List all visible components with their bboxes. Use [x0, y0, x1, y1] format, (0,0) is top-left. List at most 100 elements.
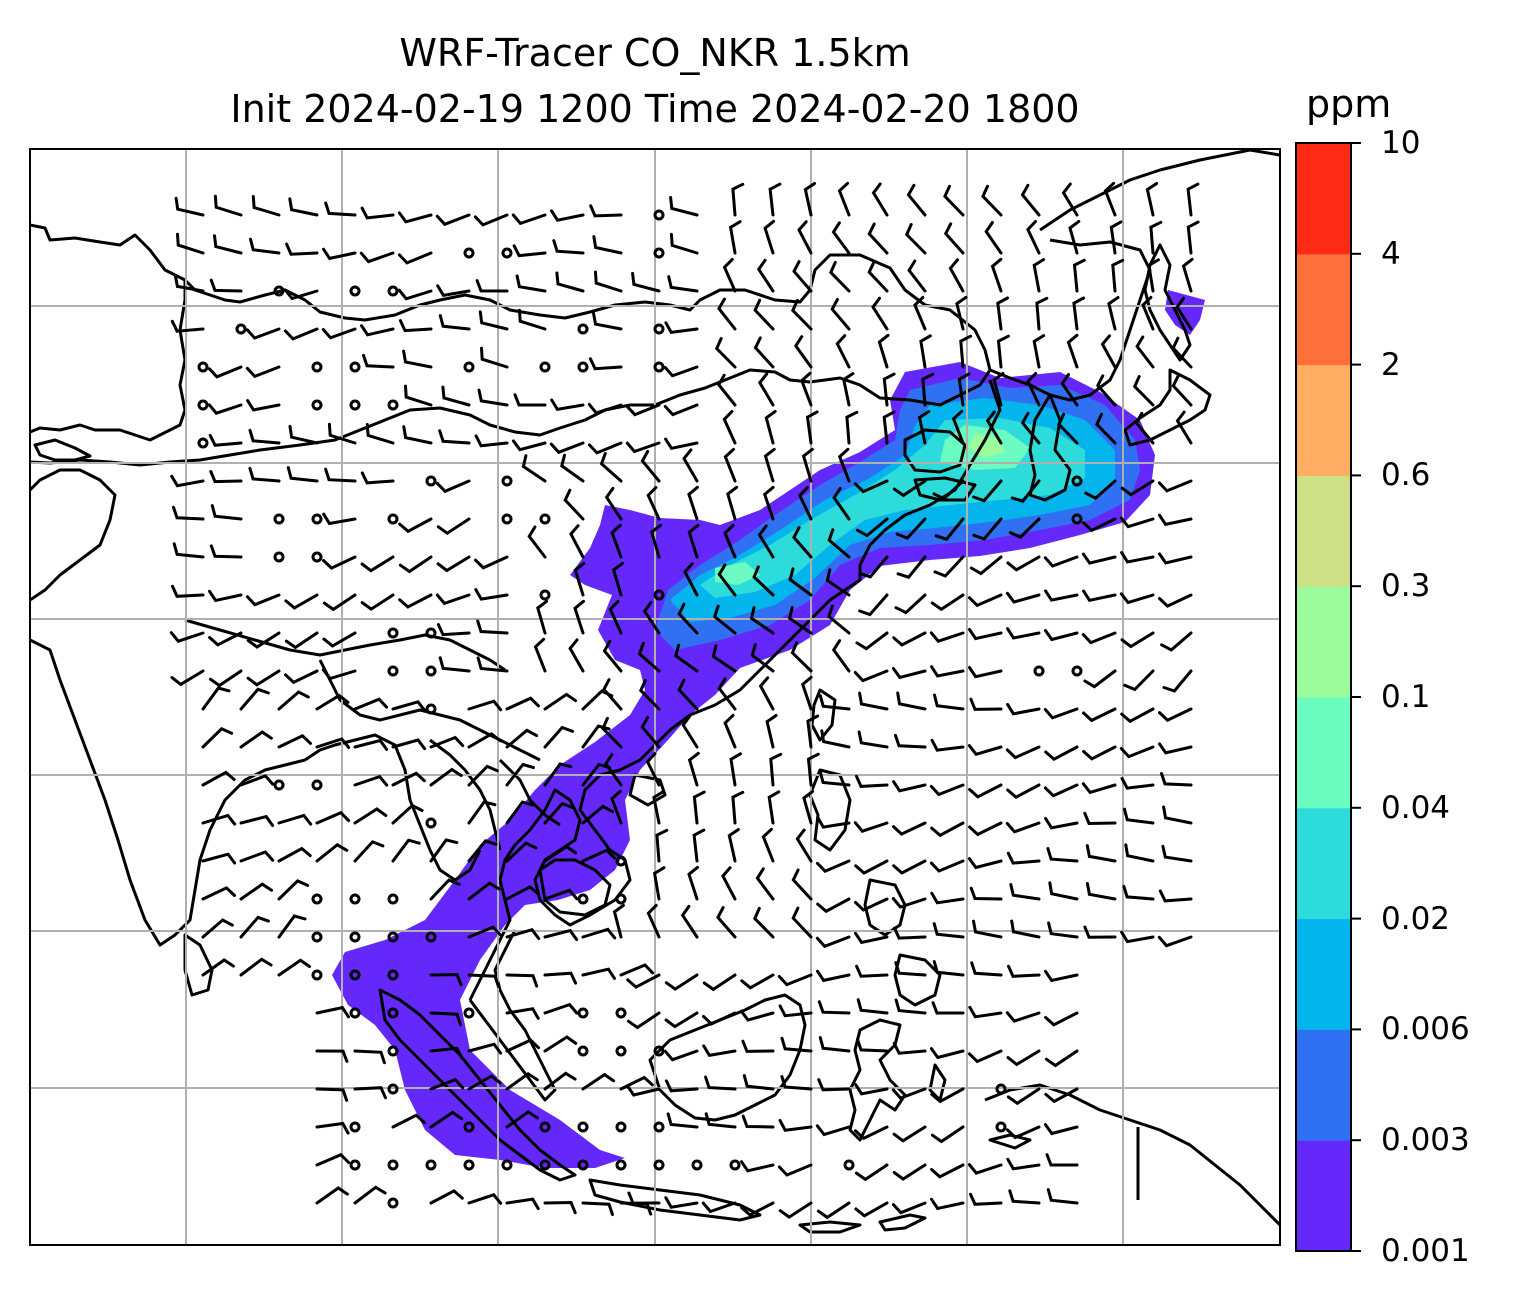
wind-barb — [209, 470, 243, 484]
wind-barb — [913, 295, 927, 331]
wind-calm-marker — [197, 361, 209, 373]
wind-barb — [723, 523, 737, 559]
wind-barb — [171, 584, 205, 598]
wind-barb — [285, 242, 319, 256]
wind-barb — [740, 973, 775, 990]
wind-barb — [353, 840, 385, 863]
wind-barb — [626, 1011, 661, 1030]
wind-barb — [969, 1192, 1003, 1206]
wind-barb — [753, 906, 775, 939]
wind-barb — [549, 441, 585, 455]
wind-barb — [896, 555, 927, 579]
wind-barb — [1124, 843, 1155, 863]
wind-barb — [611, 561, 624, 597]
wind-barb — [213, 194, 243, 217]
wind-barb — [248, 466, 281, 483]
mindanao — [893, 953, 942, 1007]
wind-barb — [1006, 1049, 1041, 1067]
wind-barb — [930, 1125, 965, 1144]
gulf-of-thailand — [538, 858, 612, 917]
wind-barb — [795, 828, 813, 863]
wind-barb — [921, 372, 935, 407]
wind-calm-marker — [615, 1007, 627, 1019]
wind-barb — [1085, 844, 1117, 863]
korean-peninsula — [1028, 393, 1072, 502]
wind-barb — [404, 384, 433, 407]
wind-barb — [327, 422, 357, 445]
wind-barb — [588, 357, 623, 371]
wind-barb — [793, 335, 813, 369]
wind-barb — [806, 752, 820, 787]
wind-barb — [855, 517, 889, 538]
colorbar-tick-label: 0.6 — [1381, 457, 1431, 494]
wind-barb — [1120, 631, 1155, 649]
wind-barb — [858, 593, 889, 617]
wind-calm-marker — [539, 513, 551, 525]
wind-barb — [677, 602, 699, 635]
wind-barb — [712, 604, 737, 635]
wind-barb — [1006, 783, 1041, 800]
wind-barb — [602, 678, 623, 711]
wind-barb — [321, 668, 357, 681]
wind-barb — [891, 667, 927, 680]
wind-barb — [681, 714, 699, 749]
wind-barb — [284, 631, 319, 650]
wind-barb — [791, 906, 813, 939]
wind-barb — [1061, 182, 1079, 217]
bay-of-bengal-coast — [304, 733, 482, 882]
wind-calm-marker — [311, 513, 323, 525]
wind-calm-marker — [539, 589, 551, 601]
wind-barb — [970, 961, 1003, 977]
wind-calm-marker — [1033, 665, 1045, 677]
wind-barb — [687, 865, 699, 901]
wind-barb — [555, 271, 585, 293]
wind-barb — [626, 973, 661, 989]
wind-barb — [943, 222, 965, 255]
wind-barb — [467, 839, 498, 863]
wind-barb — [353, 738, 389, 751]
wind-barb — [397, 288, 433, 301]
wind-barb — [322, 555, 357, 570]
wind-barb — [467, 973, 500, 989]
wind-barb — [1005, 1125, 1041, 1140]
wind-barb — [581, 1072, 616, 1091]
wind-barb — [436, 284, 471, 297]
wind-barb — [932, 479, 965, 501]
wind-barb — [360, 324, 395, 337]
wind-barb — [816, 969, 851, 983]
wind-barb — [677, 678, 699, 711]
wind-barb — [1171, 374, 1193, 407]
coastline-northwest-border — [30, 223, 992, 397]
wind-barb — [716, 906, 737, 939]
wind-barb — [1009, 883, 1041, 901]
wind-barb — [248, 428, 281, 445]
wind-barb — [391, 771, 426, 787]
wind-barb — [324, 201, 357, 217]
wind-barb — [742, 1074, 775, 1091]
wind-barb — [505, 841, 538, 863]
wind-barb — [627, 1191, 661, 1205]
wind-barb — [277, 690, 310, 711]
wind-barb — [626, 1084, 661, 1097]
wind-calm-marker — [311, 969, 323, 981]
wind-barb — [360, 471, 395, 485]
wind-barb — [1046, 847, 1079, 863]
wind-barb — [664, 321, 699, 335]
wind-barb — [246, 631, 281, 649]
wind-barb — [246, 669, 281, 687]
wind-barb — [854, 1125, 889, 1141]
wind-barb — [1160, 772, 1193, 787]
wind-barb — [1044, 1049, 1079, 1068]
map-frame — [29, 148, 1281, 1246]
wind-barb — [1082, 517, 1117, 533]
wind-barb — [831, 639, 851, 673]
wind-barb — [353, 774, 389, 787]
wind-barb — [353, 1049, 386, 1065]
wind-barb — [1175, 296, 1193, 331]
india-coast — [30, 468, 117, 602]
wind-barb — [854, 931, 889, 945]
wind-barb — [543, 844, 578, 863]
wind-barb — [854, 859, 889, 875]
wind-barb — [592, 235, 623, 255]
wind-barb — [930, 1087, 965, 1104]
